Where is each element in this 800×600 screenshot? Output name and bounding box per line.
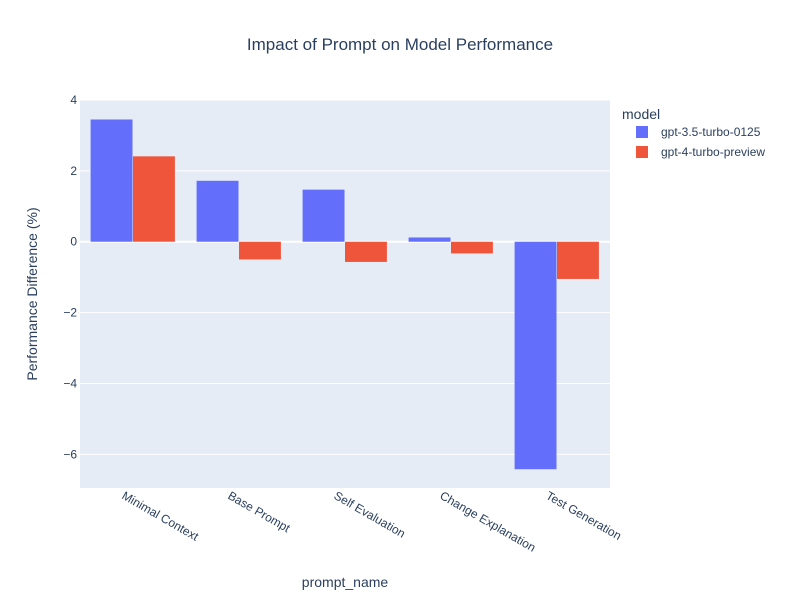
chart-title: Impact of Prompt on Model Performance [247, 35, 553, 54]
y-tick-label: 4 [70, 93, 77, 107]
y-tick-label: −2 [63, 306, 77, 320]
bar[interactable] [408, 237, 451, 242]
x-axis-title: prompt_name [302, 574, 389, 590]
bar[interactable] [90, 119, 133, 242]
x-axis-ticks: Minimal Context Base Prompt Self Evaluatio… [120, 488, 624, 554]
x-tick-label: Self Evaluation [332, 488, 408, 540]
y-tick-label: 2 [70, 164, 77, 178]
bar[interactable] [557, 241, 599, 279]
x-tick-label: Minimal Context [120, 488, 202, 543]
legend-label[interactable]: gpt-3.5-turbo-0125 [661, 125, 761, 139]
legend-items: gpt-3.5-turbo-0125 gpt-4-turbo-preview [636, 125, 765, 159]
bar[interactable] [302, 189, 345, 242]
legend-label[interactable]: gpt-4-turbo-preview [661, 145, 765, 159]
y-axis-title: Performance Difference (%) [24, 207, 40, 380]
y-axis-ticks: 4 2 0 −2 −4 −6 [63, 93, 77, 461]
x-tick-label: Test Generation [544, 488, 624, 542]
bar[interactable] [239, 241, 281, 260]
y-tick-label: 0 [70, 235, 77, 249]
x-tick-label: Base Prompt [226, 488, 294, 535]
bar[interactable] [451, 241, 493, 254]
y-tick-label: −4 [63, 376, 77, 390]
legend-title: model [622, 106, 660, 122]
legend-swatch[interactable] [636, 126, 648, 138]
bars [90, 119, 599, 470]
bar[interactable] [196, 180, 239, 242]
bar[interactable] [514, 241, 557, 470]
y-tick-label: −6 [63, 447, 77, 461]
legend-swatch[interactable] [636, 146, 648, 158]
legend: model gpt-3.5-turbo-0125 gpt-4-turbo-prev… [622, 106, 765, 159]
x-tick-label: Change Explanation [438, 488, 539, 554]
bar[interactable] [133, 156, 175, 242]
bar[interactable] [345, 241, 387, 262]
